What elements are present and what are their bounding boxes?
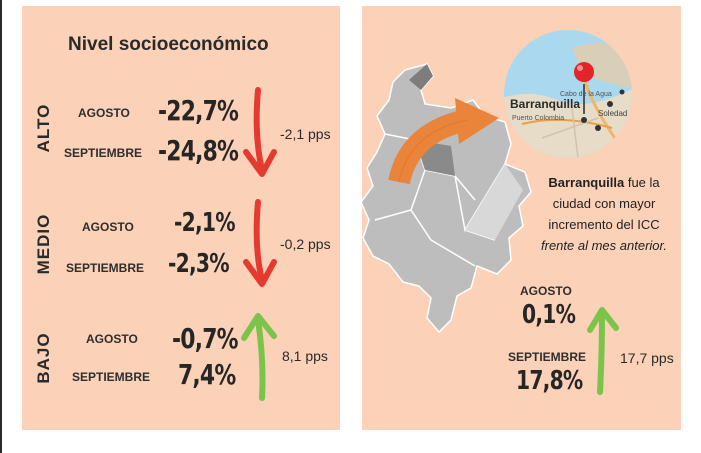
map-label-cabo: Cabo de la Agua: [560, 91, 612, 98]
value-medio-septiembre: -2,3%: [168, 249, 230, 279]
month-label: SEPTIEMBRE: [72, 370, 151, 384]
section-title: Nivel socioeconómico: [68, 34, 269, 55]
city-map-image: Cabo de la Agua Barranquilla Puerto Colo…: [504, 30, 632, 158]
level-label-alto: ALTO: [34, 103, 53, 153]
value-bajo-septiembre: 7,4%: [178, 358, 236, 391]
value-city-agosto: 0,1%: [522, 300, 576, 330]
city-text-2: la ciudad con mayor incremento del ICC: [548, 175, 660, 232]
value-medio-agosto: -2,1%: [174, 208, 236, 238]
level-label-bajo: BAJO: [34, 332, 53, 384]
city-name: Barranquilla: [548, 175, 625, 190]
month-label: SEPTIEMBRE: [508, 350, 587, 364]
arrow-up-icon: [587, 307, 619, 395]
month-label: AGOSTO: [86, 332, 138, 346]
city-text-1: fue: [624, 175, 650, 190]
city-description: Barranquilla fue la ciudad con mayor inc…: [530, 172, 678, 256]
value-bajo-agosto: -0,7%: [172, 322, 239, 355]
change-medio: -0,2 pps: [280, 236, 331, 252]
change-alto: -2,1 pps: [280, 126, 331, 142]
month-label: AGOSTO: [78, 106, 130, 120]
month-label: AGOSTO: [520, 284, 572, 298]
pointer-arrow-icon: [388, 98, 499, 185]
arrow-up-icon: [241, 313, 277, 401]
month-label: SEPTIEMBRE: [64, 146, 143, 160]
value-alto-septiembre: -24,8%: [158, 134, 239, 167]
value-city-septiembre: 17,8%: [516, 366, 583, 396]
map-label-east: Soledad: [598, 109, 627, 118]
change-city: 17,7 pps: [620, 350, 674, 366]
value-alto-agosto: -22,7%: [158, 94, 239, 127]
level-label-medio: MEDIO: [34, 213, 53, 275]
left-border-rule: [0, 0, 2, 453]
city-text-3: frente al mes anterior.: [541, 238, 667, 253]
change-bajo: 8,1 pps: [282, 348, 328, 364]
month-label: AGOSTO: [82, 220, 134, 234]
socioeconomic-panel: [22, 6, 340, 430]
map-label-west: Puerto Colombia: [512, 115, 564, 122]
arrow-down-icon: [243, 199, 277, 287]
map-label-city: Barranquilla: [510, 97, 580, 111]
month-label: SEPTIEMBRE: [66, 261, 145, 275]
arrow-down-icon: [243, 87, 277, 177]
